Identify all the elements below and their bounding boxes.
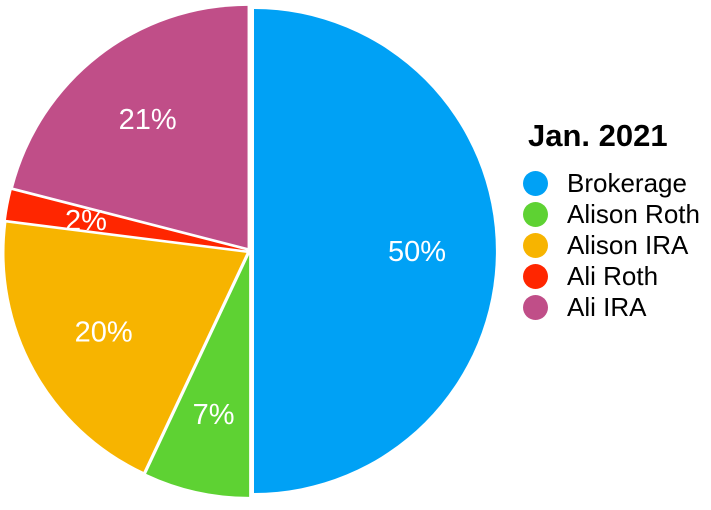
legend-item-label: Alison IRA	[567, 230, 689, 260]
legend-item-ali-roth[interactable]: Ali Roth	[523, 261, 700, 292]
pie-slice-percent-label-alison-ira: 20%	[75, 317, 133, 349]
legend-item-label: Alison Roth	[567, 199, 700, 229]
pie-slice-ali-ira[interactable]	[13, 5, 248, 248]
legend-item-ali-ira[interactable]: Ali IRA	[523, 292, 700, 323]
legend-item-alison-ira[interactable]: Alison IRA	[523, 230, 700, 261]
pie-slice-ali-roth[interactable]	[5, 190, 247, 251]
pie-slice-alison-ira[interactable]	[4, 222, 247, 472]
chart-legend: Jan. 2021 Brokerage Alison Roth Alison IRA…	[523, 116, 700, 323]
pie-slice-percent-label-ali-ira: 21%	[119, 104, 177, 136]
legend-swatch-icon	[523, 295, 548, 320]
pie-slice-percent-label-ali-roth: 2%	[65, 205, 107, 237]
legend-swatch-icon	[523, 202, 548, 227]
legend-items: Brokerage Alison Roth Alison IRA Ali Roth Al…	[523, 168, 700, 323]
legend-item-alison-roth[interactable]: Alison Roth	[523, 199, 700, 230]
pie-slice-alison-roth[interactable]	[146, 254, 250, 497]
legend-swatch-icon	[523, 264, 548, 289]
legend-item-label: Ali Roth	[567, 261, 659, 291]
pie-slice-brokerage[interactable]	[254, 9, 496, 493]
legend-title: Jan. 2021	[528, 118, 668, 153]
legend-swatch-icon	[523, 233, 548, 258]
pie-slice-percent-label-brokerage: 50%	[388, 236, 446, 268]
legend-item-brokerage[interactable]: Brokerage	[523, 168, 700, 199]
legend-swatch-icon	[523, 171, 548, 196]
legend-item-label: Ali IRA	[567, 292, 647, 322]
pie-slice-percent-label-alison-roth: 7%	[193, 399, 235, 431]
legend-item-label: Brokerage	[567, 168, 687, 198]
